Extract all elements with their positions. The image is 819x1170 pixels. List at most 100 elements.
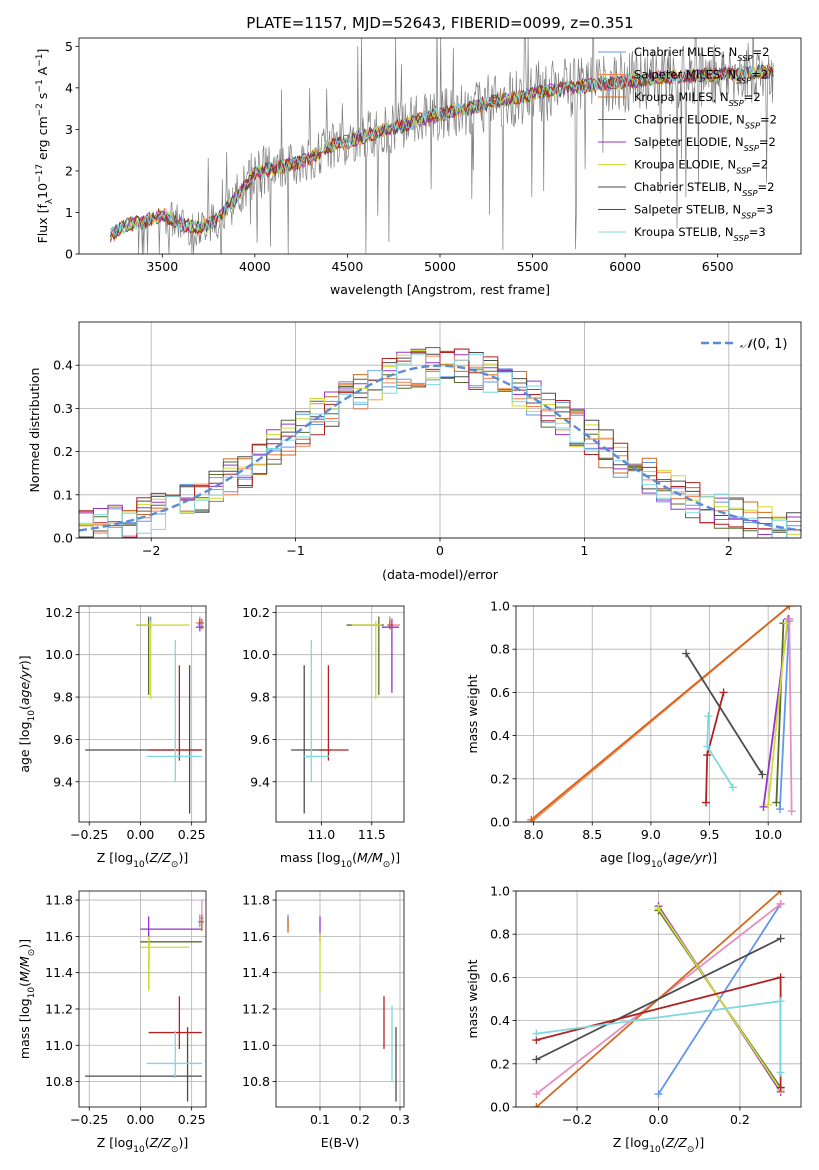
x-axis-label: wavelength [Angstrom, rest frame] bbox=[330, 282, 550, 297]
mass-weight-line bbox=[657, 907, 782, 1091]
age-vs-metallicity-panel-plot-area bbox=[85, 616, 204, 814]
x-tick-label: 2 bbox=[725, 543, 733, 558]
x-tick-label: 0 bbox=[436, 543, 444, 558]
mass-weight-line bbox=[767, 623, 788, 805]
y-tick-label: 0.4 bbox=[53, 358, 73, 373]
histogram-step bbox=[79, 348, 801, 538]
y-tick-label: 0.3 bbox=[53, 401, 73, 416]
x-tick-label: 5000 bbox=[424, 259, 456, 274]
x-tick-label: 6500 bbox=[702, 259, 734, 274]
model-spectrum-line bbox=[110, 63, 774, 238]
y-tick-label: 11.4 bbox=[242, 965, 270, 980]
data-point-marker bbox=[776, 997, 785, 1006]
legend-entry: Kroupa MILES, NSSP=2 bbox=[634, 90, 761, 108]
x-tick-label: −0.25 bbox=[70, 1112, 108, 1127]
x-tick-label: 0.3 bbox=[390, 1112, 410, 1127]
axes-frame bbox=[275, 605, 405, 823]
mass-weight-line bbox=[775, 623, 785, 803]
mass-weight-vs-metallicity-panel: −0.2 0.0 0.2 0.0 0.2 0.4 0.6 0.8 1.0 bbox=[490, 884, 802, 1127]
data-point-marker bbox=[654, 1090, 663, 1099]
mass-vs-metallicity-panel-plot-area bbox=[85, 900, 204, 1102]
x-axis-label: Z [log10(Z/Z⊙)] bbox=[97, 1135, 188, 1155]
x-axis-label: Z [log10(Z/Z⊙)] bbox=[613, 1135, 704, 1155]
data-point-marker bbox=[702, 798, 710, 807]
x-tick-label: 0.00 bbox=[127, 1112, 155, 1127]
x-tick-label: 4000 bbox=[239, 259, 271, 274]
model-spectrum-line bbox=[110, 64, 774, 236]
y-tick-label: 10.8 bbox=[242, 1074, 270, 1089]
legend-entry: Kroupa STELIB, NSSP=3 bbox=[634, 225, 766, 243]
data-point-marker bbox=[758, 770, 767, 779]
y-tick-label: 0.6 bbox=[490, 970, 510, 985]
data-point-marker bbox=[654, 904, 663, 913]
data-point-marker bbox=[785, 614, 794, 623]
data-point-marker bbox=[527, 815, 536, 822]
residual-histogram-panel-plot-area bbox=[79, 347, 801, 538]
y-tick-label: 10.0 bbox=[242, 647, 270, 662]
x-axis-label: E(B-V) bbox=[321, 1135, 360, 1150]
x-tick-label: 10.0 bbox=[754, 827, 782, 842]
legend-entry: Kroupa ELODIE, NSSP=2 bbox=[634, 158, 768, 176]
y-axis-label: Flux [fλ10−17 erg cm−2 s−1 A−1] bbox=[35, 49, 55, 244]
legend-entry: Salpeter STELIB, NSSP=3 bbox=[634, 203, 773, 221]
y-tick-label: 11.8 bbox=[242, 893, 270, 908]
x-tick-label: 0.00 bbox=[127, 827, 155, 842]
chart-title: PLATE=1157, MJD=52643, FIBERID=0099, z=0… bbox=[246, 14, 633, 32]
y-tick-label: 11.6 bbox=[45, 929, 73, 944]
axes-frame bbox=[78, 37, 802, 255]
age-vs-mass-panel-plot-area bbox=[291, 616, 400, 814]
data-point-marker bbox=[703, 742, 712, 751]
x-tick-label: 5500 bbox=[517, 259, 549, 274]
y-tick-label: 0.6 bbox=[490, 685, 510, 700]
normal-distribution-curve bbox=[79, 364, 801, 532]
y-tick-label: 10.0 bbox=[45, 647, 73, 662]
y-tick-label: 0 bbox=[65, 247, 73, 262]
y-tick-label: 0.0 bbox=[53, 531, 73, 546]
y-tick-label: 0.4 bbox=[490, 728, 510, 743]
x-tick-label: 9.0 bbox=[641, 827, 661, 842]
y-tick-label: 4 bbox=[65, 80, 73, 95]
x-tick-label: 3500 bbox=[146, 259, 178, 274]
y-tick-label: 0.1 bbox=[53, 487, 73, 502]
legend-entry: 𝒩(0, 1) bbox=[740, 337, 787, 352]
data-point-marker bbox=[776, 899, 785, 908]
axes-frame bbox=[515, 605, 802, 823]
data-point-marker bbox=[775, 805, 784, 814]
spectrum-legend: Chabrier MILES, NSSP=2 Salpeter MILES, NS… bbox=[598, 45, 777, 243]
x-tick-label: 0.2 bbox=[350, 1112, 370, 1127]
x-axis-label: (data-model)/error bbox=[382, 567, 499, 582]
y-tick-label: 11.0 bbox=[242, 1038, 270, 1053]
y-tick-label: 9.8 bbox=[250, 690, 270, 705]
mass-weight-line bbox=[530, 606, 790, 821]
y-tick-label: 9.6 bbox=[53, 732, 73, 747]
data-point-marker bbox=[772, 798, 781, 807]
x-axis-label: Z [log10(Z/Z⊙)] bbox=[97, 850, 188, 870]
spectrum-panel: 3500 4000 4500 5000 5500 6000 6500 0 1 2 3 4 5 bbox=[65, 37, 802, 274]
mass-vs-extinction-panel: 0.1 0.2 0.3 10.8 11.0 11.2 11.4 11.6 11.8 bbox=[242, 890, 410, 1127]
data-point-marker bbox=[728, 783, 737, 792]
y-axis-label: mass weight bbox=[465, 959, 480, 1038]
data-point-marker bbox=[532, 1029, 541, 1038]
data-point-marker bbox=[682, 649, 691, 658]
x-tick-label: 8.5 bbox=[582, 827, 602, 842]
legend-entry: Salpeter MILES, NSSP=2 bbox=[634, 68, 768, 86]
y-tick-label: 0.2 bbox=[490, 771, 510, 786]
data-point-marker bbox=[787, 807, 796, 816]
y-tick-label: 11.2 bbox=[45, 1001, 73, 1016]
y-tick-label: 9.6 bbox=[250, 732, 270, 747]
axes-frame bbox=[78, 890, 207, 1108]
mass-weight-vs-age-panel-plot-area bbox=[527, 606, 796, 822]
y-tick-label: 0.2 bbox=[53, 444, 73, 459]
y-tick-label: 11.6 bbox=[242, 929, 270, 944]
data-point-marker bbox=[785, 606, 794, 610]
mass-vs-metallicity-panel: −0.25 0.00 0.25 10.8 11.0 11.2 11.4 11.6 11.8 bbox=[45, 890, 207, 1127]
data-point-marker bbox=[532, 1055, 541, 1064]
x-tick-label: 4500 bbox=[332, 259, 364, 274]
mass-weight-line bbox=[536, 937, 781, 1061]
y-tick-label: 0.8 bbox=[490, 927, 510, 942]
axes-frame bbox=[275, 890, 405, 1108]
mass-weight-line bbox=[788, 618, 793, 812]
axes-frame bbox=[515, 890, 802, 1108]
x-tick-label: 11.5 bbox=[358, 827, 386, 842]
x-axis-label: mass [log10(M/M⊙)] bbox=[280, 850, 400, 870]
